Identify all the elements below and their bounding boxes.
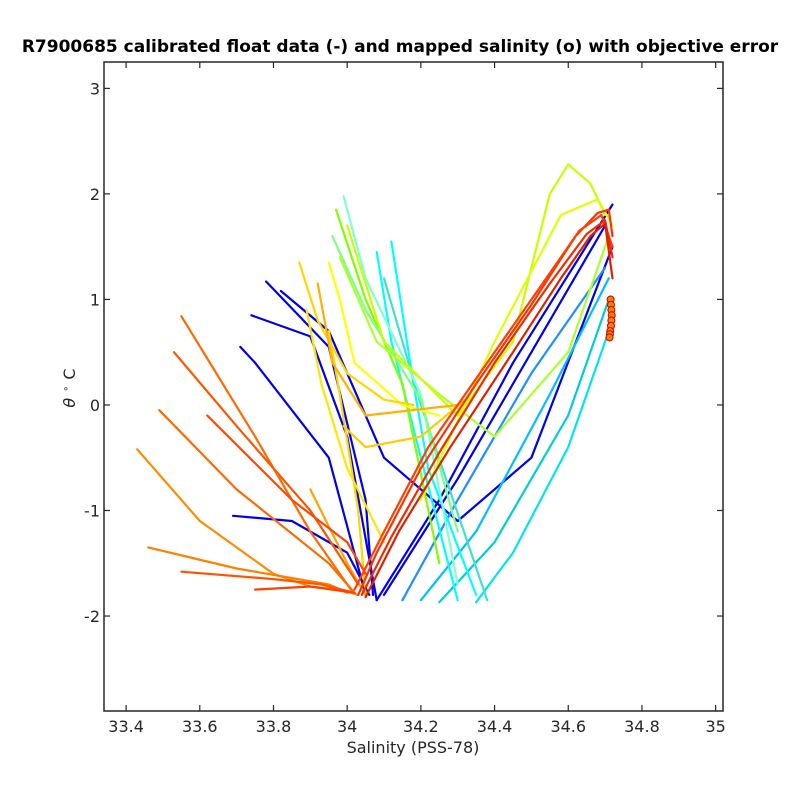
y-tick-label: 0	[90, 396, 100, 415]
x-tick-label: 34.6	[550, 717, 586, 736]
profile-line-6	[382, 224, 607, 597]
profile-line-21	[298, 261, 415, 407]
mapped-salinity-point	[605, 333, 614, 342]
x-tick-label: 33.6	[182, 717, 218, 736]
svg-text:θ∘C: θ∘C	[60, 368, 79, 407]
profile-line-22	[327, 330, 367, 597]
profile-line-7	[401, 266, 607, 602]
x-tick-label: 35	[705, 717, 725, 736]
profile-line-27	[136, 448, 360, 597]
profile-line-12	[375, 250, 459, 602]
profile-line-26	[309, 488, 367, 597]
profile-line-34	[254, 585, 356, 594]
profile-line-35	[357, 208, 614, 597]
x-tick-label: 33.4	[108, 717, 144, 736]
profile-line-20	[327, 261, 441, 417]
profile-line-36	[353, 213, 614, 591]
profile-line-0	[265, 280, 375, 597]
profile-line-32	[180, 570, 356, 594]
profile-line-31	[172, 351, 360, 586]
plot-area-frame	[103, 61, 724, 712]
y-tick-label: 3	[90, 79, 100, 98]
x-tick-label: 34.8	[624, 717, 660, 736]
x-tick-label: 34	[337, 717, 357, 736]
profile-line-11	[390, 240, 478, 597]
profile-line-30	[180, 315, 352, 591]
profile-line-10	[475, 330, 610, 604]
profile-line-3	[250, 314, 378, 602]
x-tick-label: 34.2	[403, 717, 439, 736]
profile-line-1	[231, 514, 371, 597]
y-axis-label-unit: C	[60, 368, 79, 379]
profile-line-25	[316, 282, 459, 417]
profile-line-15	[335, 208, 441, 565]
profile-line-17	[338, 235, 610, 438]
y-axis: -2 -1 0 1 2 3	[84, 79, 723, 626]
profile-line-33	[206, 414, 367, 575]
y-tick-label: -2	[84, 607, 100, 626]
profile-line-2	[239, 345, 367, 597]
y-tick-label: -1	[84, 501, 100, 520]
x-axis-label: Salinity (PSS-78)	[347, 738, 480, 757]
x-tick-label: 34.4	[477, 717, 513, 736]
chart-title: R7900685 calibrated float data (-) and m…	[22, 37, 779, 57]
x-axis: 33.4 33.6 33.8 34 34.2 34.4 34.6 34.8 35	[108, 62, 726, 736]
y-axis-label: θ∘C	[60, 368, 79, 407]
y-tick-label: 1	[90, 290, 100, 309]
profile-line-23	[305, 308, 386, 544]
profile-line-13	[382, 277, 489, 602]
y-tick-label: 2	[90, 185, 100, 204]
profile-line-14	[342, 194, 459, 586]
x-tick-label: 33.8	[256, 717, 292, 736]
profile-line-18	[346, 163, 607, 417]
profile-line-37	[360, 219, 614, 597]
profile-line-24	[342, 398, 467, 449]
y-axis-label-symbol: θ	[60, 398, 79, 408]
profile-line-5	[375, 203, 614, 602]
profile-line-38	[364, 222, 614, 599]
plot-area	[136, 163, 616, 604]
